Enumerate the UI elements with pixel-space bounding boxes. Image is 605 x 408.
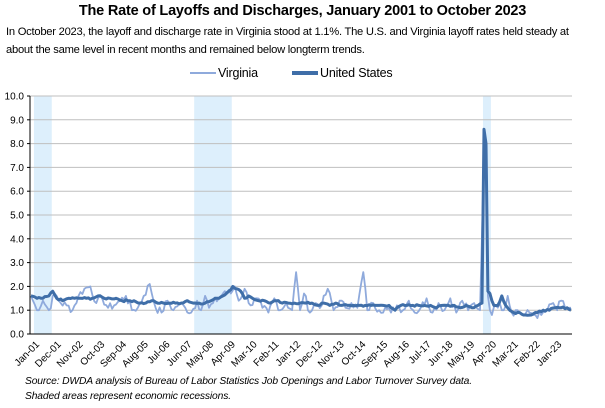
legend-swatch-virginia: [190, 72, 216, 74]
y-tick-label: 2.0: [10, 282, 24, 293]
y-tick-label: 9.0: [10, 115, 24, 126]
legend-label-virginia: Virginia: [218, 66, 258, 80]
y-tick-labels: 0.0 1.0 2.0 3.0 4.0 5.0 6.0 7.0 8.0 9.0 10.0: [5, 92, 25, 341]
legend-item-united-states: United States: [292, 66, 393, 80]
legend-item-virginia: Virginia: [190, 66, 258, 80]
source-note: Source: DWDA analysis of Bureau of Labor…: [25, 374, 472, 404]
legend-label-united-states: United States: [320, 66, 393, 80]
y-tick-label: 6.0: [10, 187, 24, 198]
y-tick-label: 8.0: [10, 139, 24, 150]
y-tick-label: 0.0: [10, 330, 24, 341]
legend-swatch-united-states: [292, 71, 318, 75]
y-tick-label: 4.0: [10, 234, 24, 245]
y-tick-label: 7.0: [10, 163, 24, 174]
gridlines-group: [30, 95, 572, 311]
chart-title: The Rate of Layoffs and Discharges, Janu…: [78, 3, 527, 19]
x-tick-labels: Jan-01Dec-01Nov-02Oct-03Sep-04Aug-05Jul-…: [13, 339, 565, 371]
recession-note: Shaded areas represent economic recessio…: [25, 391, 231, 402]
axes-group: [27, 95, 572, 335]
x-tick-label: Jan-23: [535, 339, 565, 369]
series-group: [30, 127, 572, 319]
y-tick-label: 1.0: [10, 306, 24, 317]
source-line: Source: DWDA analysis of Bureau of Labor…: [25, 376, 472, 387]
chart-subtitle: In October 2023, the layoff and discharg…: [6, 26, 569, 56]
y-tick-label: 5.0: [10, 211, 24, 222]
series-line-united-states: [30, 127, 572, 317]
legend: Virginia United States: [0, 66, 605, 86]
y-tick-label: 3.0: [10, 258, 24, 269]
y-tick-label: 10.0: [5, 92, 25, 103]
